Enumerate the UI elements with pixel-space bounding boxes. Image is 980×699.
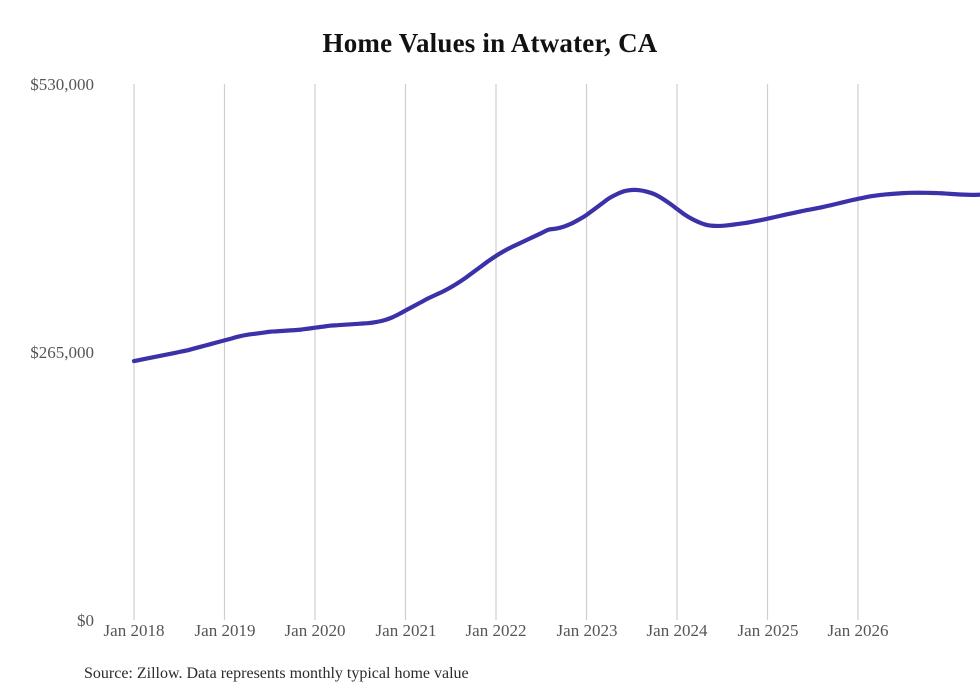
- y-axis-tick-label-265000: $265,000: [30, 343, 94, 362]
- chart-title: Home Values in Atwater, CA: [322, 28, 658, 58]
- y-axis-tick-label-0: $0: [77, 611, 94, 630]
- x-axis-tick-label-jan-2022: Jan 2022: [465, 621, 527, 640]
- x-axis-tick-label-jan-2025: Jan 2025: [737, 621, 799, 640]
- x-axis-tick-label-jan-2021: Jan 2021: [375, 621, 437, 640]
- source-note: Source: Zillow. Data represents monthly …: [84, 665, 469, 682]
- x-axis-tick-label-jan-2023: Jan 2023: [556, 621, 618, 640]
- gridlines: [133, 84, 859, 620]
- x-axis-tick-label-jan-2019: Jan 2019: [194, 621, 256, 640]
- x-axis-tick-label-jan-2018: Jan 2018: [103, 621, 165, 640]
- data-series-line: [131, 187, 980, 364]
- x-axis-tick-label-jan-2020: Jan 2020: [284, 621, 346, 640]
- y-axis-tick-label-530000: $530,000: [30, 75, 94, 94]
- x-axis-tick-label-jan-2024: Jan 2024: [646, 621, 708, 640]
- x-axis-tick-label-jan-2026: Jan 2026: [827, 621, 889, 640]
